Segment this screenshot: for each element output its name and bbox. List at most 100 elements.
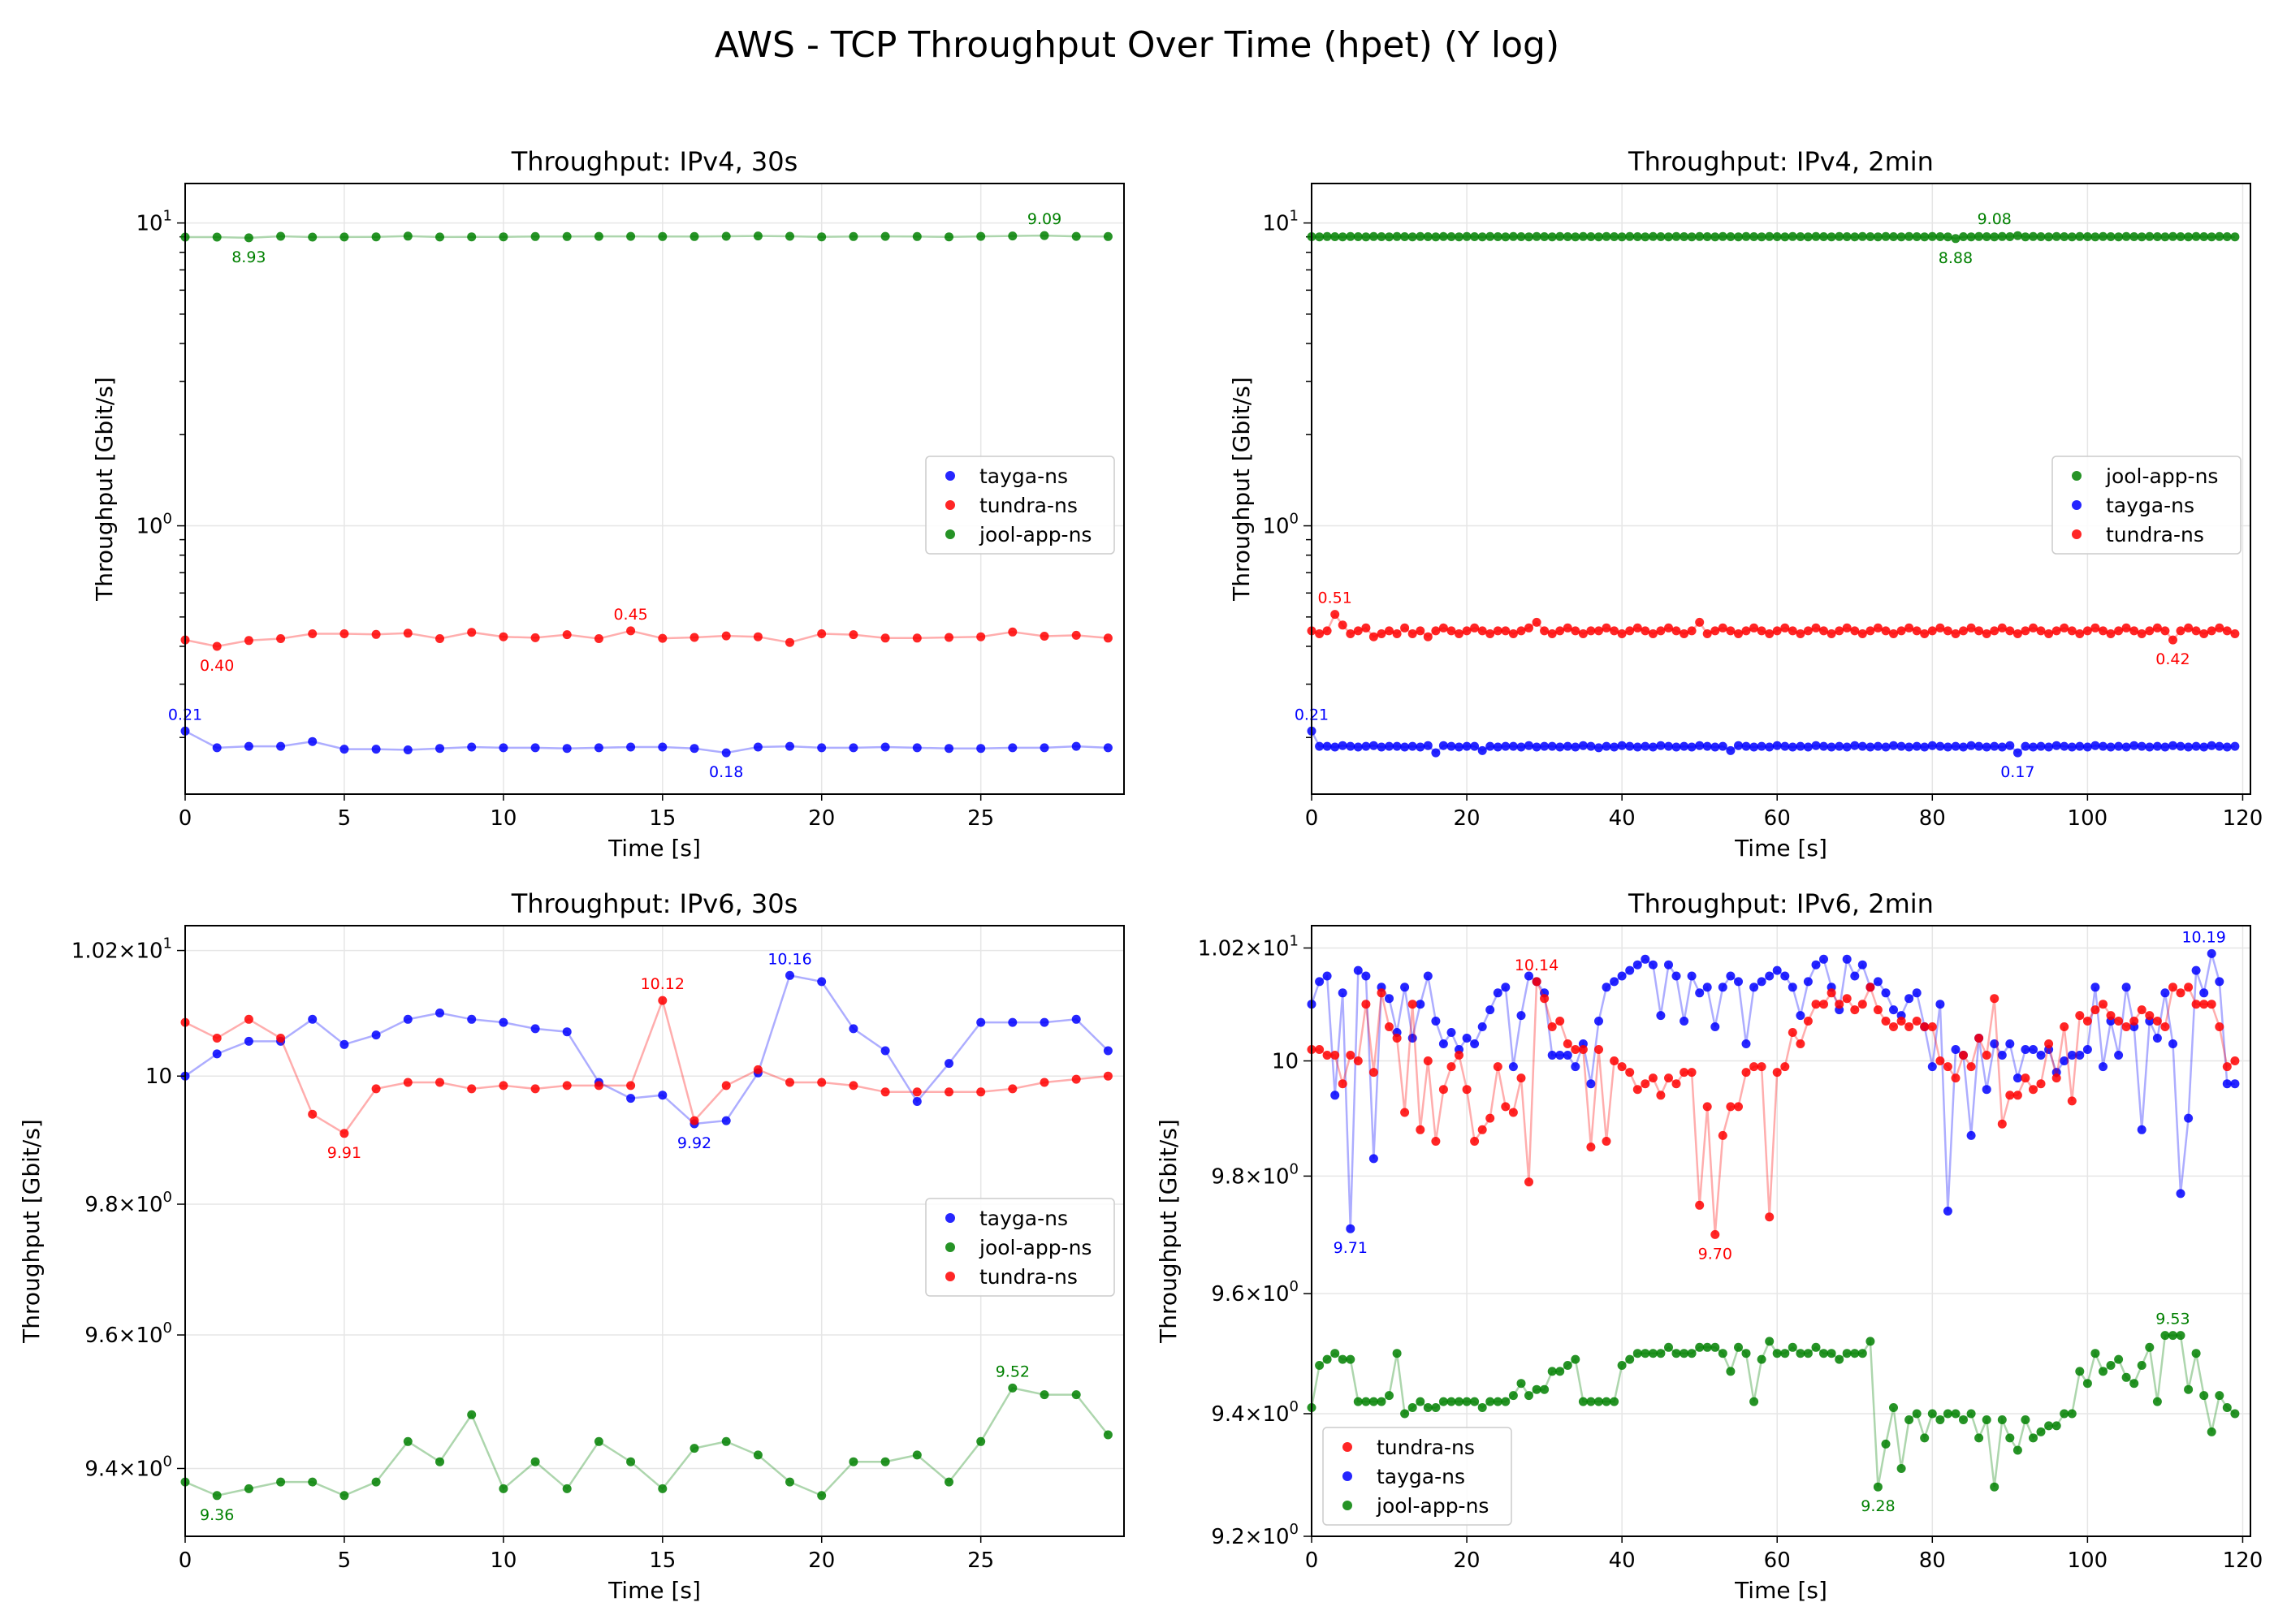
data-point-jool-app-ns	[1008, 1383, 1018, 1393]
data-point-jool-app-ns	[1734, 232, 1743, 242]
data-point-tayga-ns	[1765, 742, 1775, 752]
data-point-tundra-ns	[1446, 1062, 1456, 1072]
data-point-tundra-ns	[1680, 629, 1689, 638]
legend-box	[2051, 456, 2242, 555]
data-point-jool-app-ns	[1695, 1342, 1705, 1352]
data-point-tayga-ns	[2090, 983, 2100, 992]
data-point-jool-app-ns	[2222, 232, 2232, 241]
data-point-jool-app-ns	[2036, 1427, 2046, 1436]
data-point-tayga-ns	[1563, 1051, 1572, 1060]
data-point-tundra-ns	[1656, 1091, 1666, 1100]
data-point-tundra-ns	[1392, 1034, 1402, 1043]
data-point-jool-app-ns	[2021, 232, 2030, 242]
data-point-tundra-ns	[817, 629, 827, 638]
data-point-tundra-ns	[1702, 629, 1712, 638]
data-point-tundra-ns	[1540, 994, 1550, 1004]
chart-ipv6-30s: Throughput: IPv6, 30s 9.91 10.12 9.92 10.16 9…	[18, 888, 1125, 1604]
data-point-tayga-ns	[1827, 742, 1836, 752]
data-point-tayga-ns	[2067, 1051, 2077, 1060]
data-label-tundra-ns: 0.45	[613, 606, 647, 624]
data-point-jool-app-ns	[1625, 1354, 1635, 1364]
data-point-jool-app-ns	[1516, 1379, 1526, 1389]
data-point-tayga-ns	[1927, 741, 1937, 750]
data-point-jool-app-ns	[1974, 231, 1984, 241]
y-tick-label: 9.8×100	[84, 1189, 172, 1217]
data-point-tayga-ns	[1547, 741, 1557, 751]
data-point-jool-app-ns	[2099, 1367, 2108, 1376]
data-point-jool-app-ns	[1710, 232, 1720, 242]
data-point-tayga-ns	[976, 744, 986, 754]
data-label-jool-app-ns: 9.52	[996, 1363, 1030, 1380]
data-point-tayga-ns	[1819, 741, 1828, 751]
data-point-jool-app-ns	[1835, 1354, 1844, 1364]
data-point-tundra-ns	[690, 1116, 699, 1125]
data-point-tayga-ns	[308, 736, 318, 746]
data-point-tundra-ns	[1702, 1102, 1712, 1112]
data-point-tayga-ns	[1741, 741, 1751, 751]
x-axis-label: Time [s]	[607, 1577, 701, 1604]
data-point-jool-app-ns	[1602, 231, 1611, 241]
data-point-tayga-ns	[1757, 741, 1766, 751]
data-point-tundra-ns	[1920, 629, 1930, 638]
data-point-tayga-ns	[1423, 971, 1433, 981]
x-tick-label: 80	[1919, 1548, 1946, 1573]
data-point-jool-app-ns	[276, 231, 286, 241]
data-point-tayga-ns	[1516, 1011, 1526, 1021]
y-tick-label: 9.6×100	[84, 1320, 172, 1348]
data-point-tayga-ns	[1648, 742, 1658, 752]
data-point-tayga-ns	[1555, 1051, 1565, 1060]
legend-box	[925, 1198, 1115, 1297]
y-axis-label: Throughput [Gbit/s]	[1228, 377, 1255, 602]
data-point-tundra-ns	[2129, 1017, 2139, 1026]
data-point-jool-app-ns	[1532, 1384, 1541, 1394]
data-point-tundra-ns	[1477, 1125, 1487, 1134]
data-point-jool-app-ns	[1857, 231, 1867, 241]
data-point-jool-app-ns	[1656, 1349, 1666, 1358]
data-point-tundra-ns	[1904, 623, 1914, 633]
legend: tayga-ns jool-app-ns tundra-ns	[925, 1198, 1115, 1297]
data-point-tundra-ns	[1687, 626, 1697, 636]
data-point-tundra-ns	[1594, 1045, 1603, 1054]
data-point-tundra-ns	[1966, 1062, 1976, 1072]
data-label-tundra-ns: 9.70	[1698, 1245, 1732, 1263]
data-point-tundra-ns	[2160, 1022, 2170, 1031]
data-point-tayga-ns	[945, 1059, 953, 1069]
data-point-jool-app-ns	[1835, 231, 1844, 241]
data-point-tayga-ns	[1951, 1045, 1961, 1054]
data-point-jool-app-ns	[1547, 232, 1557, 242]
data-point-tundra-ns	[1625, 1068, 1635, 1078]
data-point-jool-app-ns	[1920, 1433, 1930, 1443]
data-point-tundra-ns	[1625, 626, 1635, 636]
data-point-tayga-ns	[371, 1030, 381, 1040]
data-label-jool-app-ns: 9.09	[1027, 210, 1061, 228]
data-point-tayga-ns	[1508, 1062, 1518, 1072]
data-point-tayga-ns	[1485, 741, 1495, 751]
data-label-tayga-ns: 10.19	[2181, 928, 2225, 946]
data-point-tayga-ns	[1338, 988, 1347, 998]
legend-label-jool-app-ns: jool-app-ns	[979, 523, 1092, 546]
data-point-jool-app-ns	[1680, 1349, 1689, 1358]
series-line-jool-app-ns	[184, 1386, 1109, 1497]
data-point-tundra-ns	[2207, 1000, 2216, 1009]
data-point-tundra-ns	[2222, 1062, 2232, 1072]
data-point-tayga-ns	[2082, 1045, 2092, 1054]
data-label-tundra-ns: 9.91	[327, 1144, 361, 1162]
data-point-tundra-ns	[1982, 1051, 1991, 1060]
data-point-tundra-ns	[1749, 623, 1759, 633]
data-point-tundra-ns	[1330, 1051, 1340, 1060]
legend-marker-tayga-ns	[945, 471, 955, 481]
data-point-jool-app-ns	[1819, 232, 1828, 241]
data-point-tundra-ns	[1819, 1000, 1828, 1009]
data-point-tundra-ns	[626, 1081, 636, 1091]
data-point-tayga-ns	[435, 1009, 444, 1017]
data-point-tayga-ns	[1524, 971, 1533, 981]
data-point-tayga-ns	[1400, 983, 1410, 992]
legend-label-jool-app-ns: jool-app-ns	[2105, 464, 2218, 488]
data-point-tundra-ns	[1796, 1039, 1805, 1048]
data-point-tundra-ns	[1532, 617, 1541, 627]
chart-ipv6-2min: Throughput: IPv6, 2min 9.71 10.19 9.70 10.14…	[1155, 888, 2263, 1604]
data-point-tayga-ns	[1416, 1000, 1425, 1009]
data-point-jool-app-ns	[1416, 1397, 1425, 1406]
data-point-tundra-ns	[849, 1081, 858, 1091]
data-point-jool-app-ns	[562, 231, 572, 241]
